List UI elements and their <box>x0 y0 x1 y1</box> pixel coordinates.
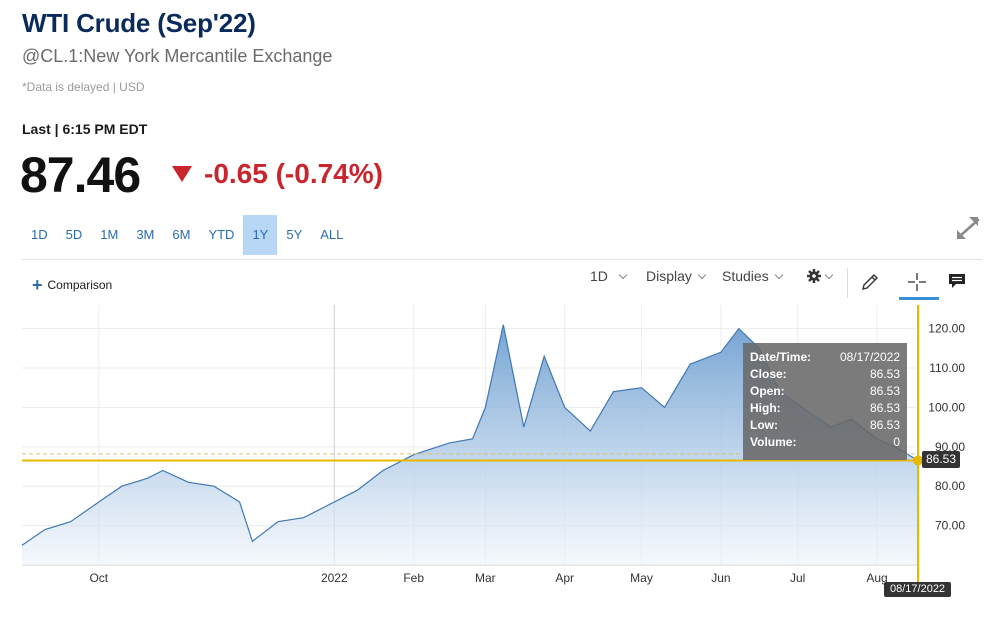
range-button-5y[interactable]: 5Y <box>286 227 303 242</box>
tooltip-row: Open: 86.53 <box>750 383 900 400</box>
x-tick-label: Aug <box>866 571 887 585</box>
tooltip-row: Date/Time: 08/17/2022 <box>750 349 900 366</box>
price-change: -0.65 (-0.74%) <box>172 158 383 190</box>
x-tick-label: May <box>630 571 653 585</box>
tooltip-row: Low: 86.53 <box>750 417 900 434</box>
comparison-label: Comparison <box>47 278 113 292</box>
comment-icon[interactable] <box>947 272 967 290</box>
tooltip-label: Date/Time: <box>750 350 812 364</box>
delayed-note: *Data is delayed | USD <box>22 80 145 94</box>
range-button-3m[interactable]: 3M <box>136 227 155 242</box>
tooltip-value: 08/17/2022 <box>839 350 900 364</box>
studies-label: Studies <box>722 268 769 284</box>
x-tick-label: Mar <box>475 571 496 585</box>
x-tick-label: Apr <box>555 571 574 585</box>
x-tick-label: Feb <box>403 571 424 585</box>
tooltip-label: Low: <box>750 418 778 432</box>
x-tick-label: Jul <box>790 571 805 585</box>
gear-icon <box>807 269 821 283</box>
tooltip-label: Volume: <box>750 435 797 449</box>
range-button-1m[interactable]: 1M <box>100 227 119 242</box>
tooltip-value: 0 <box>893 435 900 449</box>
crosshair-date-label: 08/17/2022 <box>884 582 952 597</box>
tooltip-label: Close: <box>750 367 787 381</box>
x-tick-label: Oct <box>89 571 108 585</box>
crosshair-point <box>913 455 923 466</box>
tooltip-value: 86.53 <box>869 367 900 381</box>
tooltip-value: 86.53 <box>869 401 900 415</box>
range-button-6m[interactable]: 6M <box>172 227 191 242</box>
down-arrow-icon <box>172 166 192 182</box>
pencil-icon[interactable] <box>860 272 880 292</box>
settings-dropdown[interactable] <box>806 268 834 284</box>
range-button-5d[interactable]: 5D <box>65 227 83 242</box>
plus-icon: + <box>32 275 43 295</box>
interval-dropdown[interactable]: 1D <box>590 268 628 284</box>
price-change-value: -0.65 (-0.74%) <box>204 158 383 189</box>
range-button-ytd[interactable]: YTD <box>208 227 235 242</box>
tooltip-value: 86.53 <box>869 384 900 398</box>
tooltip-row: Volume: 0 <box>750 434 900 451</box>
display-dropdown[interactable]: Display <box>646 268 707 284</box>
x-tick-label: 2022 <box>321 571 348 585</box>
data-tooltip: Date/Time: 08/17/2022 Close: 86.53 Open: 86.5… <box>743 343 907 460</box>
active-tool-indicator <box>899 297 939 300</box>
price-area <box>22 324 918 565</box>
y-tick-label: 80.00 <box>935 479 965 493</box>
tooltip-row: Close: 86.53 <box>750 366 900 383</box>
interval-label: 1D <box>590 268 608 284</box>
y-tick-label: 110.00 <box>929 361 965 375</box>
last-price: 87.46 <box>20 147 141 203</box>
tooltip-label: High: <box>750 401 781 415</box>
y-tick-label: 90.00 <box>935 440 965 454</box>
toolbar-separator <box>847 268 848 298</box>
crosshair-price-label: 86.53 <box>922 451 961 468</box>
range-selector: 1D 5D 1M 3M 6M YTD 1Y 5Y ALL <box>22 215 352 255</box>
display-label: Display <box>646 268 692 284</box>
comparison-button[interactable]: + Comparison <box>32 275 113 295</box>
page-title: WTI Crude (Sep'22) <box>22 8 256 38</box>
x-tick-label: Jun <box>711 571 730 585</box>
tooltip-label: Open: <box>750 384 785 398</box>
exchange-subtitle: @CL.1:New York Mercantile Exchange <box>22 46 333 66</box>
y-tick-label: 100.00 <box>928 400 965 414</box>
last-time-label: Last | 6:15 PM EDT <box>22 121 148 137</box>
range-button-1d[interactable]: 1D <box>31 227 48 242</box>
range-button-1y[interactable]: 1Y <box>243 215 278 255</box>
tooltip-row: High: 86.53 <box>750 400 900 417</box>
tooltip-value: 86.53 <box>869 418 900 432</box>
studies-dropdown[interactable]: Studies <box>722 268 783 284</box>
y-tick-label: 120.00 <box>928 322 965 336</box>
expand-icon[interactable] <box>955 215 983 241</box>
y-tick-label: 70.00 <box>935 519 965 533</box>
section-divider <box>22 259 982 260</box>
crosshair-icon[interactable] <box>907 272 927 292</box>
range-button-all[interactable]: ALL <box>320 227 344 242</box>
